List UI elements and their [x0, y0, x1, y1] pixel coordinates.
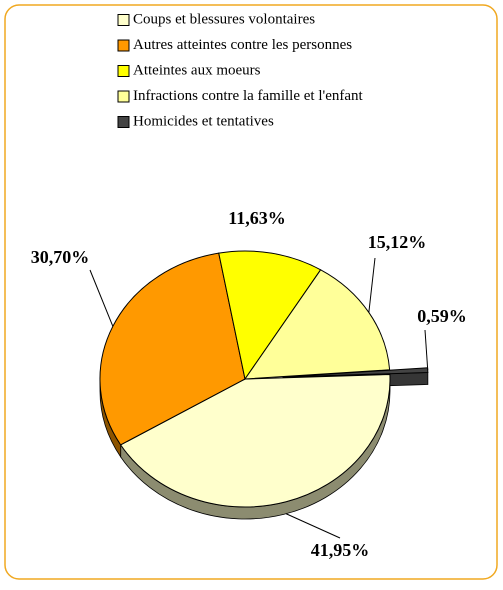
leader-line — [424, 329, 429, 371]
legend-swatch — [117, 65, 130, 77]
legend-swatch — [117, 14, 130, 26]
legend-swatch — [117, 39, 130, 52]
data-label: 15,12% — [368, 232, 427, 252]
legend-label: Atteintes aux moeurs — [133, 62, 261, 78]
legend-label: Autres atteintes contre les personnes — [133, 37, 352, 53]
legend-label: Infractions contre la famille et l'enfan… — [133, 88, 364, 104]
slice — [218, 250, 322, 381]
data-label: 11,63% — [228, 208, 286, 228]
leader-line — [285, 513, 341, 539]
legend-label: Coups et blessures volontaires — [133, 11, 315, 27]
data-label: 0,59% — [417, 306, 467, 326]
legend-swatch — [117, 90, 130, 103]
slice — [119, 374, 391, 508]
leader-line — [89, 269, 114, 327]
legend-label: Homicides et tentatives — [133, 113, 274, 129]
slice — [99, 252, 246, 446]
data-label: 41,95% — [311, 540, 370, 560]
data-label: 30,70% — [31, 247, 90, 267]
leader-line — [368, 257, 376, 313]
legend-swatch — [117, 116, 130, 128]
